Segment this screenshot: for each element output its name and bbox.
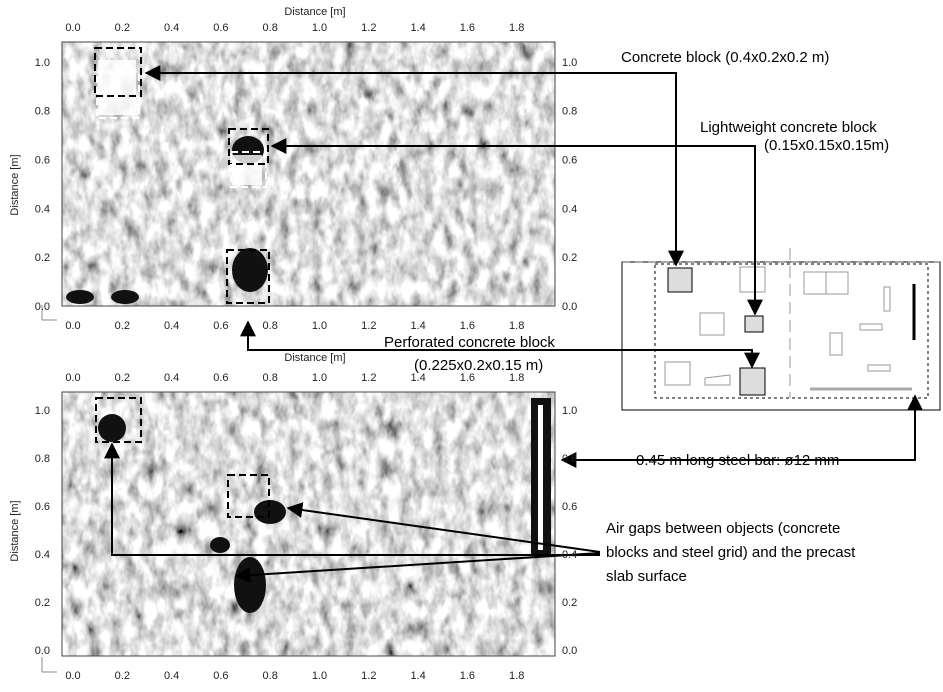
y-tick-label: 0.4: [562, 203, 577, 215]
x-tick-label: 1.0: [312, 372, 327, 384]
x-tick-label: 1.8: [509, 372, 524, 384]
y-tick-label: 0.2: [35, 252, 50, 264]
x-tick-label: 0.0: [65, 320, 80, 332]
x-tick-label: 1.6: [460, 372, 475, 384]
x-tick-label: 0.0: [65, 372, 80, 384]
x-tick-label: 1.2: [361, 22, 376, 34]
axis-icon: [41, 305, 57, 321]
x-tick-label: 0.4: [164, 372, 179, 384]
y-tick-label: 0.8: [562, 453, 577, 465]
y-axis-title: Distance [m]: [9, 500, 21, 561]
x-tick-label: 1.0: [312, 320, 327, 332]
x-tick-label: 1.0: [312, 670, 327, 682]
x-tick-label: 1.2: [361, 670, 376, 682]
x-tick-label: 0.4: [164, 22, 179, 34]
x-tick-label: 0.6: [213, 670, 228, 682]
x-tick-label: 0.0: [65, 670, 80, 682]
x-tick-label: 0.2: [115, 22, 130, 34]
x-tick-label: 0.6: [213, 372, 228, 384]
x-tick-label: 0.2: [115, 320, 130, 332]
y-axis-title: Distance [m]: [9, 154, 21, 215]
x-tick-label: 0.0: [65, 22, 80, 34]
x-tick-label: 1.4: [410, 22, 425, 34]
x-tick-label: 0.4: [164, 670, 179, 682]
y-tick-label: 0.8: [35, 453, 50, 465]
x-tick-label: 1.8: [509, 320, 524, 332]
y-tick-label: 0.2: [562, 597, 577, 609]
arrows: [104, 65, 923, 584]
x-tick-label: 1.4: [410, 372, 425, 384]
annotation: slab surface: [606, 568, 687, 585]
annotation: blocks and steel grid) and the precast: [606, 544, 856, 561]
x-axis-title: Distance [m]: [284, 352, 345, 364]
y-tick-label: 0.0: [35, 301, 50, 313]
y-tick-label: 0.0: [562, 645, 577, 657]
y-tick-label: 0.0: [562, 301, 577, 313]
x-tick-label: 1.6: [460, 670, 475, 682]
y-tick-label: 1.0: [562, 405, 577, 417]
y-tick-label: 0.6: [562, 501, 577, 513]
gpr-image-bottom: [62, 392, 555, 656]
annotation: Air gaps between objects (concrete: [606, 520, 840, 537]
y-tick-label: 0.8: [562, 106, 577, 118]
y-tick-label: 1.0: [562, 57, 577, 69]
annotation: 0.45 m long steel bar: ø12 mm: [636, 452, 839, 469]
x-axis-title: Distance [m]: [284, 6, 345, 18]
annotation: Perforated concrete block: [384, 334, 555, 351]
y-tick-label: 1.0: [35, 57, 50, 69]
y-tick-label: 0.2: [35, 597, 50, 609]
x-tick-label: 0.2: [115, 372, 130, 384]
x-tick-label: 1.2: [361, 372, 376, 384]
x-tick-label: 1.4: [410, 320, 425, 332]
frame: [61, 391, 556, 657]
y-tick-label: 0.6: [35, 155, 50, 167]
y-tick-label: 0.4: [562, 549, 577, 561]
y-tick-label: 1.0: [35, 405, 50, 417]
x-tick-label: 1.0: [312, 22, 327, 34]
annotation: Lightweight concrete block: [700, 119, 877, 136]
y-tick-label: 0.2: [562, 252, 577, 264]
x-tick-label: 0.8: [263, 372, 278, 384]
annotation: Concrete block (0.4x0.2x0.2 m): [621, 49, 829, 66]
annotation: (0.15x0.15x0.15m): [764, 137, 889, 154]
x-tick-label: 0.6: [213, 22, 228, 34]
x-tick-label: 1.6: [460, 22, 475, 34]
x-tick-label: 0.8: [263, 670, 278, 682]
y-tick-label: 0.6: [562, 155, 577, 167]
x-tick-label: 1.6: [460, 320, 475, 332]
x-tick-label: 0.4: [164, 320, 179, 332]
y-tick-label: 0.8: [35, 106, 50, 118]
y-tick-label: 0.6: [35, 501, 50, 513]
y-tick-label: 0.0: [35, 645, 50, 657]
x-tick-label: 0.8: [263, 320, 278, 332]
x-tick-label: 1.8: [509, 22, 524, 34]
x-tick-label: 0.6: [213, 320, 228, 332]
annotation: (0.225x0.2x0.15 m): [414, 357, 543, 374]
x-tick-label: 0.8: [263, 22, 278, 34]
x-tick-label: 1.8: [509, 670, 524, 682]
axis-icon: [41, 657, 57, 673]
y-tick-label: 0.4: [35, 203, 50, 215]
x-tick-label: 1.4: [410, 670, 425, 682]
x-tick-label: 1.2: [361, 320, 376, 332]
x-tick-label: 0.2: [115, 670, 130, 682]
y-tick-label: 0.4: [35, 549, 50, 561]
schematic: [621, 248, 941, 411]
